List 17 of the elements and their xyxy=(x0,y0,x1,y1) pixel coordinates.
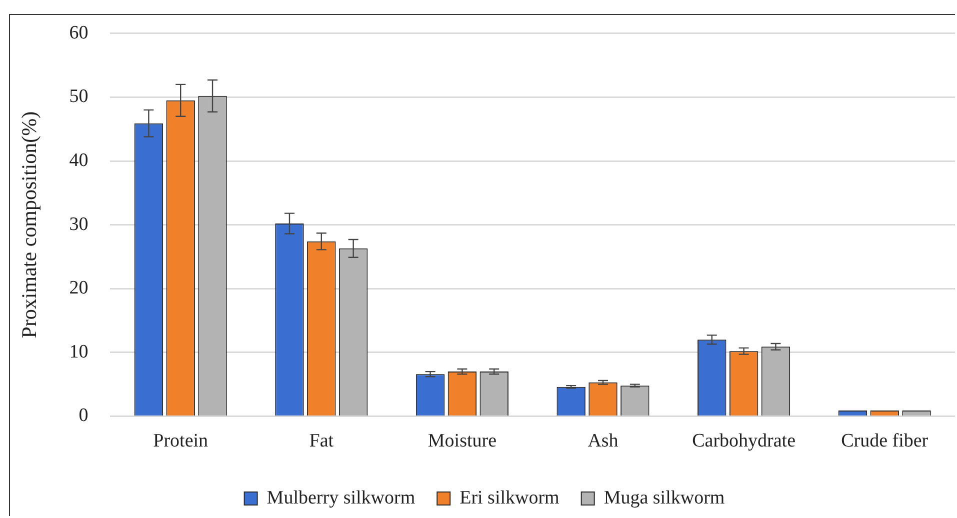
y-tick-label: 20 xyxy=(69,278,88,299)
x-tick-label: Protein xyxy=(153,430,209,452)
y-tick-label: 40 xyxy=(69,150,88,171)
x-tick-label: Fat xyxy=(309,430,334,452)
legend-label: Eri silkworm xyxy=(460,487,560,508)
y-axis-title: Proximate composition(%) xyxy=(17,111,42,338)
x-tick-label: Carbohydrate xyxy=(692,430,796,452)
x-tick-label: Moisture xyxy=(428,430,497,452)
x-tick-label: Crude fiber xyxy=(841,430,929,452)
y-tick-label: 60 xyxy=(69,22,88,44)
y-tick-label: 10 xyxy=(69,341,88,362)
y-tick-label: 30 xyxy=(69,214,88,235)
y-tick-label: 0 xyxy=(78,405,88,426)
legend-label: Mulberry silkworm xyxy=(266,487,416,508)
legend-label: Muga silkworm xyxy=(604,487,725,508)
y-tick-label: 50 xyxy=(69,86,88,108)
x-tick-label: Ash xyxy=(588,430,619,452)
